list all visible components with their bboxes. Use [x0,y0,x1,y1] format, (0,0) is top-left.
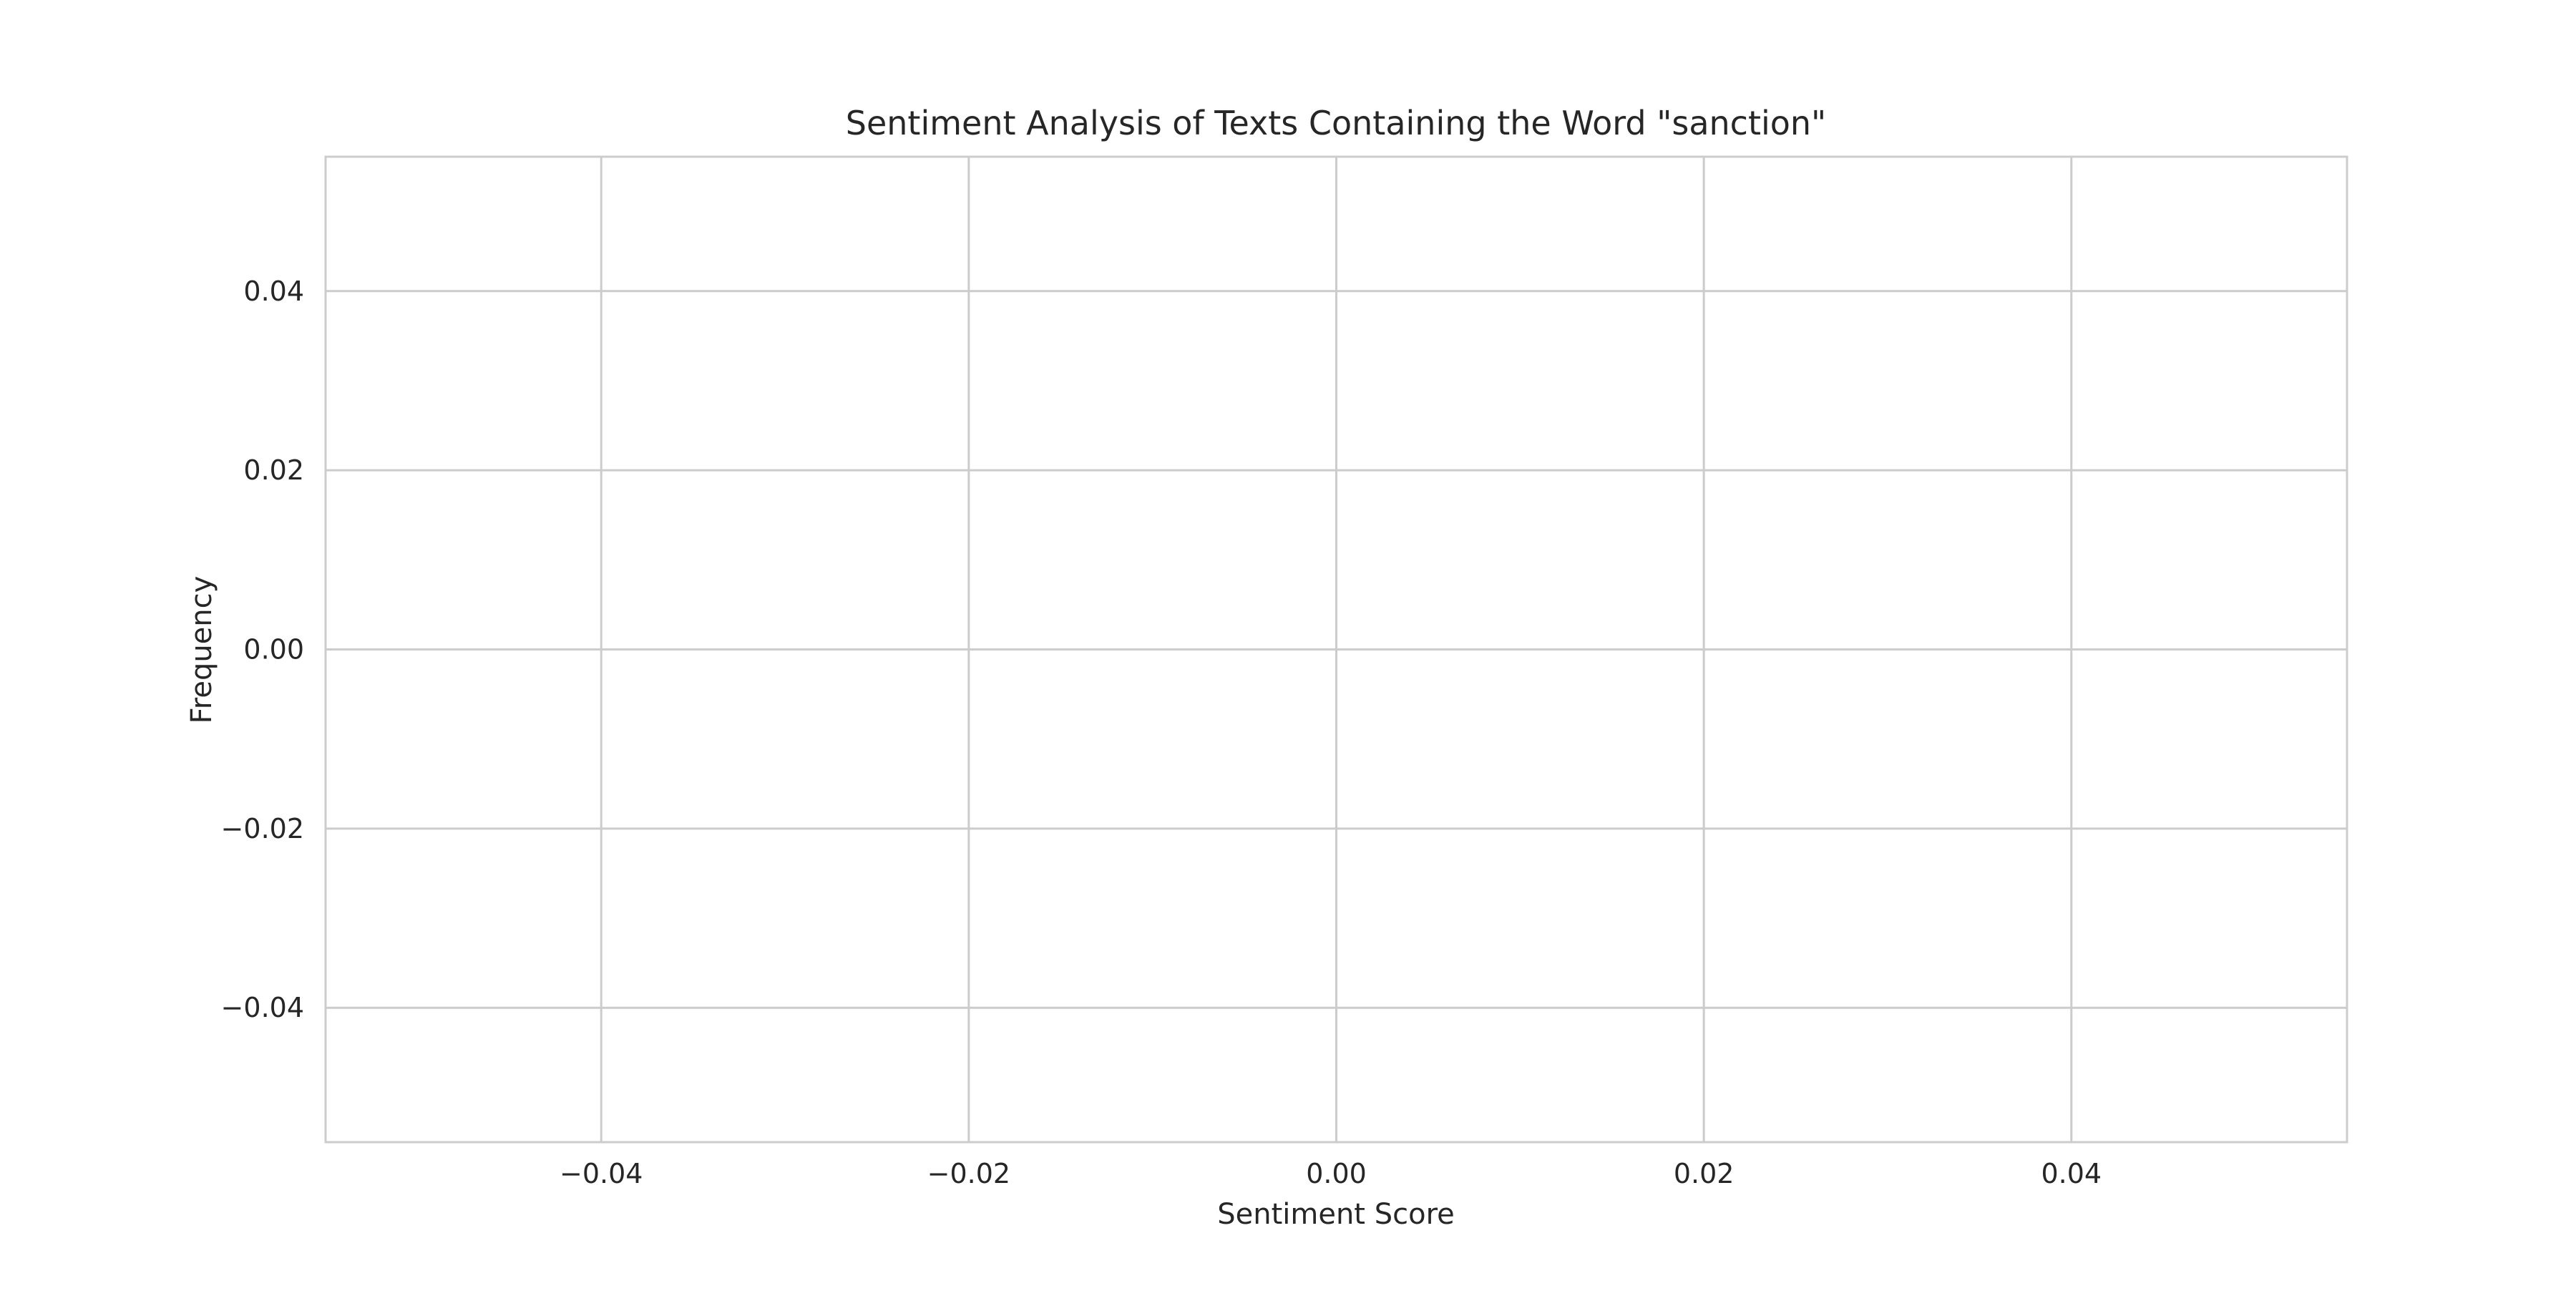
y-axis-label: Frequency [185,576,218,724]
x-axis-label: Sentiment Score [1217,1198,1455,1231]
y-tick-labels: 0.04 0.02 0.00 −0.02 −0.04 [221,276,304,1023]
y-gridlines [326,290,2347,1009]
x-tick-labels: −0.04 −0.02 0.00 0.02 0.04 [560,1158,2102,1189]
x-tick-label: −0.04 [560,1158,643,1189]
y-tick-label: −0.02 [221,813,304,844]
chart-title: Sentiment Analysis of Texts Containing t… [846,104,1826,142]
y-tick-label: 0.00 [243,634,304,666]
y-tick-label: 0.02 [243,454,304,486]
y-tick-label: 0.04 [243,276,304,307]
x-tick-label: 0.02 [1674,1158,1735,1189]
x-tick-label: 0.00 [1306,1158,1367,1189]
x-tick-label: 0.04 [2041,1158,2102,1189]
plot-frame [324,155,2348,1144]
y-tick-label: −0.04 [221,992,304,1023]
x-tick-label: −0.02 [927,1158,1010,1189]
